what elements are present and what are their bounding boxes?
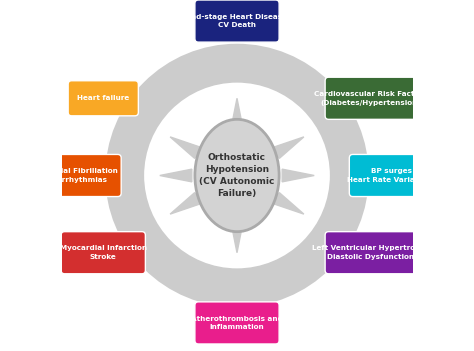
Text: End-stage Heart Disease
CV Death: End-stage Heart Disease CV Death [186, 14, 288, 28]
Text: Cardiovascular Risk Factors
(Diabetes/Hypertension): Cardiovascular Risk Factors (Diabetes/Hy… [314, 91, 428, 106]
Text: Atrial Fibrillation
Arrhythmias: Atrial Fibrillation Arrhythmias [47, 168, 118, 183]
FancyBboxPatch shape [44, 154, 121, 197]
Text: Orthostatic
Hypotension
(CV Autonomic
Failure): Orthostatic Hypotension (CV Autonomic Fa… [199, 153, 275, 198]
FancyBboxPatch shape [68, 81, 138, 116]
FancyBboxPatch shape [195, 0, 279, 42]
Text: Atherothrombosis and
Inflammation: Atherothrombosis and Inflammation [191, 316, 283, 330]
Polygon shape [170, 193, 201, 214]
FancyBboxPatch shape [325, 232, 416, 274]
Polygon shape [282, 169, 314, 182]
FancyBboxPatch shape [349, 154, 434, 197]
Text: Left Ventricular Hypertrophy
Diastolic Dysfunction: Left Ventricular Hypertrophy Diastolic D… [311, 245, 430, 260]
FancyBboxPatch shape [61, 232, 146, 274]
Polygon shape [231, 98, 243, 130]
Polygon shape [273, 137, 304, 158]
Polygon shape [160, 169, 192, 182]
Text: Myocardial Infarction
Stroke: Myocardial Infarction Stroke [60, 245, 147, 260]
Polygon shape [273, 193, 304, 214]
Text: Heart failure: Heart failure [77, 95, 129, 101]
Text: BP surges
Heart Rate Variability: BP surges Heart Rate Variability [347, 168, 436, 183]
FancyBboxPatch shape [325, 77, 416, 119]
Polygon shape [231, 221, 243, 253]
Ellipse shape [195, 119, 279, 232]
FancyBboxPatch shape [195, 302, 279, 344]
Polygon shape [170, 137, 201, 158]
